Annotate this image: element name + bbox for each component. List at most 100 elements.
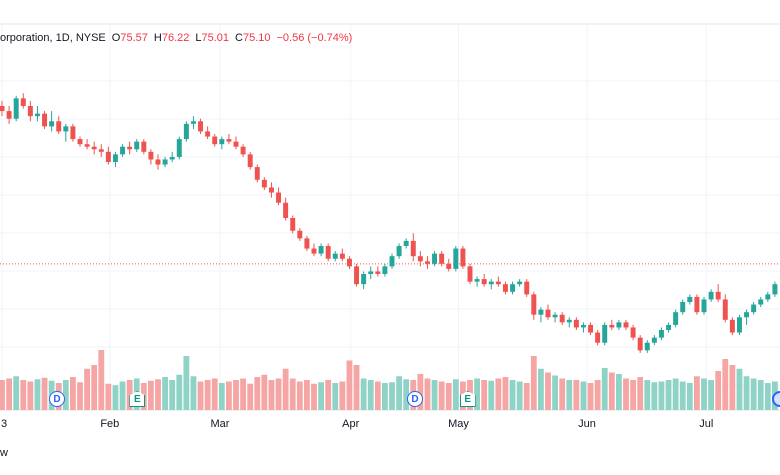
volume-bar [6,378,12,410]
candle-body [580,324,586,328]
volume-bar [268,380,275,410]
candle-body [545,309,551,318]
candle-body [141,141,147,152]
candle-body [20,98,26,106]
candle-body [694,296,700,313]
candle-body [765,294,771,300]
candle-body [134,141,140,150]
ohlc-legend: orporation, 1D, NYSE O 75.57 H 76.22 L 75.0… [0,32,352,44]
volume-bar [552,375,558,410]
volume-bar [389,382,395,410]
volume-bar [474,378,480,410]
volume-bar [162,377,168,410]
candle-body [729,319,735,333]
candle-body [198,121,204,132]
volume-bar [644,380,651,410]
legend-high-value: 76.22 [161,32,190,44]
volume-bar [226,381,232,410]
dividend-marker[interactable]: D [406,391,423,407]
candle-body [63,126,69,132]
volume-bar [616,374,622,410]
candle-body [772,284,778,295]
volume-bar [424,378,431,410]
legend-low-value: 75.01 [201,32,230,44]
volume-bar [594,380,601,410]
earnings-marker[interactable]: E [459,391,476,407]
candle-body [502,284,508,292]
dividend-edge-marker[interactable] [771,391,780,407]
time-axis-label: Mar [210,418,230,430]
volume-bar [34,379,41,410]
candle-body [630,327,636,338]
candle-body [474,279,480,282]
volume-bar [339,381,346,410]
candle-body [254,167,260,180]
candle-body [155,159,161,165]
dividend-marker[interactable]: D [49,391,66,407]
candle-body [226,139,232,142]
candle-body [0,106,5,112]
volume-bar [211,378,218,410]
candle-body [602,324,608,343]
volume-bar [325,380,332,410]
volume-bar [84,368,90,410]
volume-bar [573,380,580,410]
candle-body [488,281,494,285]
candle-body [623,322,629,328]
volume-bar [119,381,126,410]
candle-body [758,299,764,305]
volume-bar [701,378,707,410]
volume-bar [382,383,388,410]
volume-bar [374,381,381,410]
volume-bar [559,378,566,410]
candle-body [205,131,211,137]
candle-body [736,317,742,333]
candle-body [49,121,55,127]
candle-body [183,123,189,140]
time-axis-label: 3 [0,418,8,430]
candle-body [744,312,750,318]
candle-body [616,322,622,328]
volume-bar [218,383,225,410]
candle-body [247,154,253,168]
volume-bar [91,365,98,410]
volume-bar [715,371,722,410]
volume-bar [367,380,374,410]
candle-body [637,337,643,351]
volume-bar [637,377,644,410]
volume-bar [538,368,544,410]
candle-body [460,248,466,267]
candle-body [666,324,672,330]
volume-bar [126,380,133,410]
volume-bar [601,368,608,410]
candle-body [233,141,239,147]
earnings-marker[interactable]: E [129,391,146,407]
candle-body [467,266,473,282]
candle-body [339,253,345,259]
volume-bar [275,378,282,410]
candle-body [424,261,430,264]
candle-body [240,146,246,155]
candle-body [644,342,650,351]
volume-bar [502,377,509,410]
candle-body [588,324,594,333]
candle-body [382,266,388,274]
volume-bar [332,383,339,410]
volume-bar [764,383,771,410]
volume-bar [530,356,537,410]
volume-bar [757,380,764,410]
volume-bar [190,376,197,410]
candle-body [708,291,714,300]
volume-bar [396,376,402,410]
candle-body [318,246,324,254]
volume-bar [204,380,211,410]
volume-bar [20,380,27,410]
time-axis-label: May [448,418,469,430]
volume-bar [346,360,353,410]
volume-bar [495,378,502,410]
volume-bar [311,383,317,410]
legend-low-key: L [195,32,202,44]
volume-bar [240,378,246,410]
